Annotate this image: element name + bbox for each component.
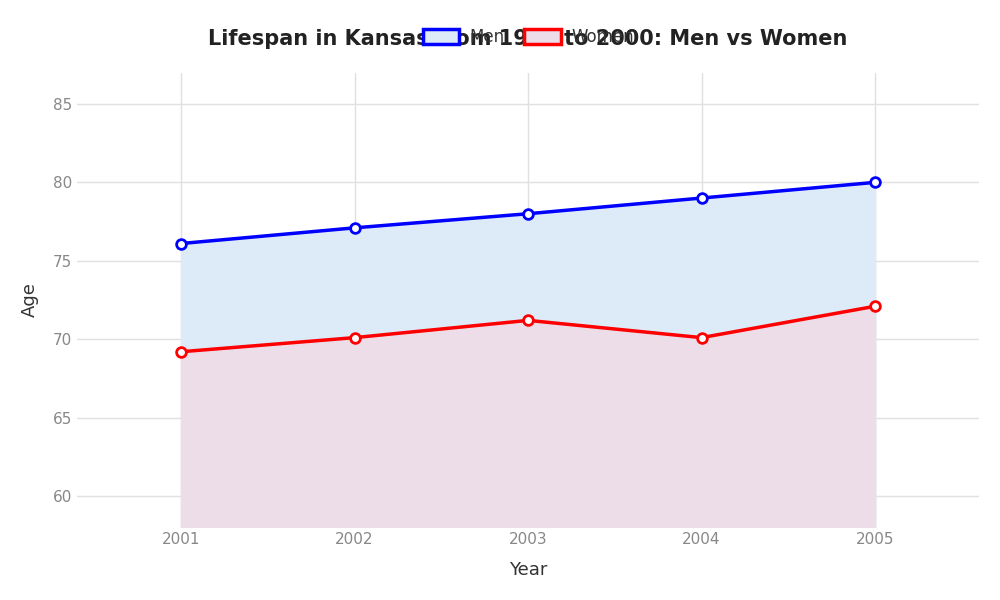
Legend: Men, Women: Men, Women (416, 22, 640, 53)
Title: Lifespan in Kansas from 1977 to 2000: Men vs Women: Lifespan in Kansas from 1977 to 2000: Me… (208, 29, 848, 49)
Y-axis label: Age: Age (21, 283, 39, 317)
X-axis label: Year: Year (509, 561, 547, 579)
